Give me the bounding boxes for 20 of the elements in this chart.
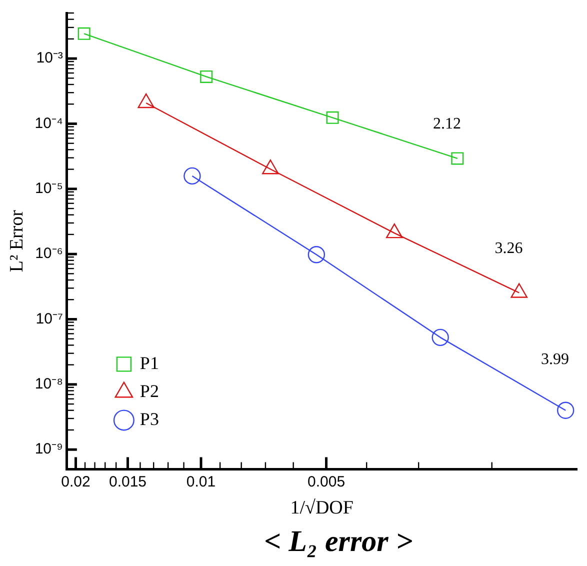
- x-tick-label: 0.02: [61, 473, 90, 490]
- y-tick-label: 10⁻⁶: [35, 245, 63, 262]
- y-tick-label: 10⁻⁷: [36, 310, 63, 328]
- legend-label: P3: [140, 408, 159, 429]
- y-tick-label: 10⁻⁹: [34, 440, 63, 458]
- x-tick-label: 0.015: [108, 473, 147, 490]
- y-tick-label: 10⁻³: [36, 50, 63, 67]
- y-axis-title: L² Error: [6, 209, 28, 272]
- x-tick-label: 0.01: [186, 473, 216, 490]
- x-tick-label: 0.005: [308, 473, 346, 490]
- legend-label: P1: [140, 352, 159, 373]
- y-tick-label: 10⁻⁵: [35, 180, 63, 198]
- y-tick-label: 10⁻⁸: [34, 376, 63, 393]
- legend-label: P2: [140, 380, 159, 401]
- annotation: 2.12: [432, 115, 461, 132]
- y-tick-label: 10⁻⁴: [34, 114, 63, 132]
- annotation: 3.99: [540, 351, 569, 368]
- annotation: 3.26: [494, 240, 523, 258]
- x-axis-title: 1/√DOF: [290, 498, 354, 519]
- text: < L₂ error >: [263, 524, 414, 560]
